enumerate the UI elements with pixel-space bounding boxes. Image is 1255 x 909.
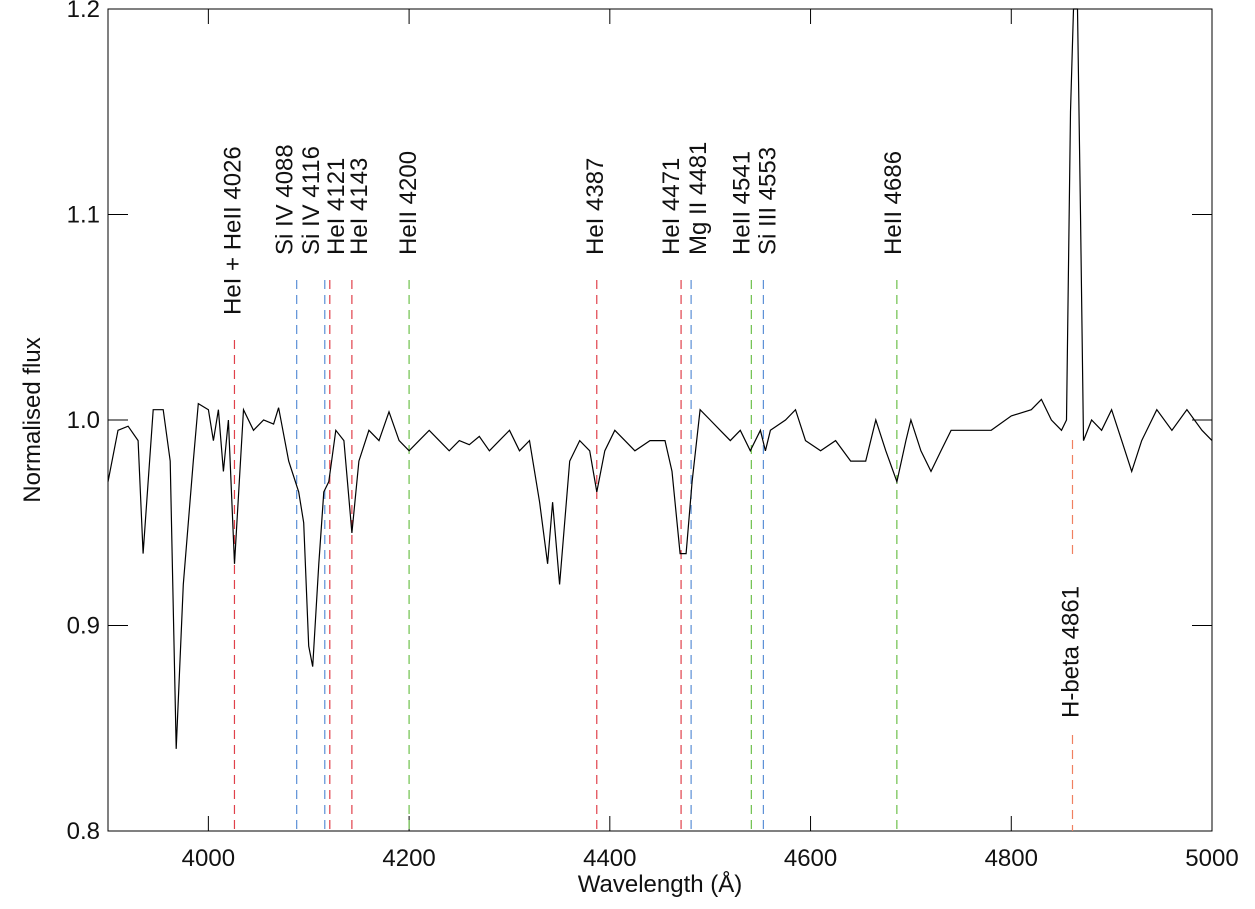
y-tick-label: 0.8 <box>67 818 100 845</box>
y-tick-label: 1.1 <box>67 202 100 229</box>
line-label: HeI 4121 <box>323 158 350 255</box>
line-label: HeI 4387 <box>582 158 609 255</box>
y-tick-label: 0.9 <box>67 613 100 640</box>
y-tick-label: 1.2 <box>67 0 100 23</box>
x-axis-label: Wavelength (Å) <box>578 870 743 898</box>
line-label: Si IV 4116 <box>298 146 325 255</box>
x-tick-label: 4200 <box>382 845 435 872</box>
line-label: HeII 4541 <box>728 151 755 255</box>
x-tick-label: 4400 <box>583 845 636 872</box>
line-label: Si III 4553 <box>754 147 781 255</box>
spectrum-line <box>107 8 1213 749</box>
line-label: H-beta 4861 <box>1057 586 1084 718</box>
y-tick-label: 1.0 <box>67 407 100 434</box>
line-label: HeI + HeII 4026 <box>219 146 246 315</box>
line-label: HeII 4200 <box>395 151 422 255</box>
x-tick-label: 4800 <box>985 845 1038 872</box>
x-tick-label: 4000 <box>182 845 235 872</box>
line-label: Si IV 4088 <box>272 144 299 255</box>
x-tick-label: 5000 <box>1185 845 1238 872</box>
line-label: HeII 4686 <box>880 151 907 255</box>
x-tick-label: 4600 <box>784 845 837 872</box>
line-label: Mg II 4481 <box>685 142 712 255</box>
y-axis-label: Normalised flux <box>19 337 46 502</box>
line-label: HeI 4471 <box>658 158 685 255</box>
plot-frame <box>107 8 1213 832</box>
line-label: HeI 4143 <box>346 158 373 255</box>
